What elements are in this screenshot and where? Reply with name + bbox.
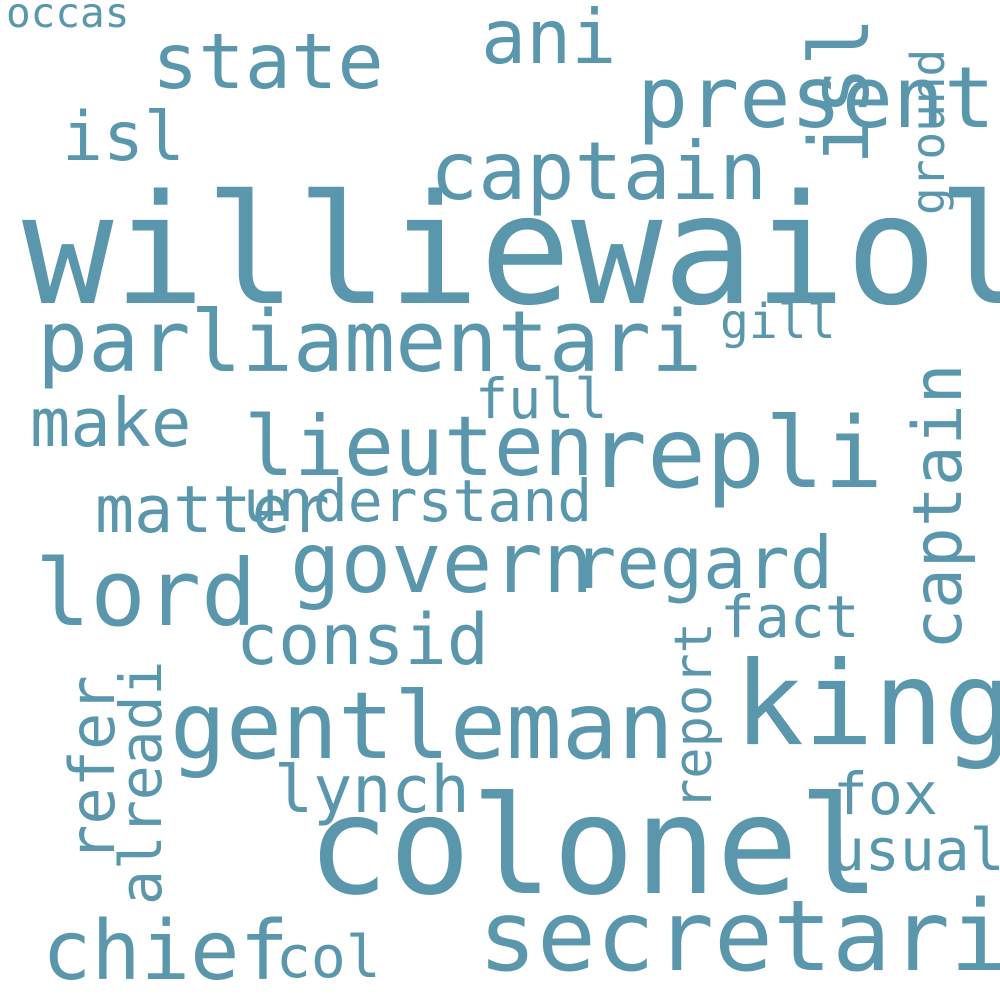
word-colonel: colonel bbox=[307, 768, 881, 926]
word-king: king bbox=[734, 637, 1000, 772]
word-fact: lynch bbox=[274, 753, 470, 828]
word-usual: fact bbox=[720, 583, 860, 651]
word-ani: present bbox=[637, 49, 996, 148]
word-williewaiola: williewaiola bbox=[22, 162, 1000, 339]
word-matter: understand bbox=[243, 467, 593, 535]
word-repli: repli bbox=[588, 397, 884, 511]
word-col: matter bbox=[95, 473, 330, 548]
word-present: state bbox=[152, 18, 384, 107]
word-lord: lord bbox=[35, 540, 257, 647]
word-regard: isl bbox=[62, 98, 185, 177]
word-secretari: secretari bbox=[478, 880, 1000, 994]
word-state: captain bbox=[430, 125, 768, 218]
word-gentleman: gentleman bbox=[170, 672, 674, 780]
word-permit: gill bbox=[720, 294, 836, 350]
word-fox: col bbox=[276, 923, 381, 991]
word-lieuten: lieuten bbox=[244, 398, 594, 495]
word-parliamentari: parliamentari bbox=[37, 293, 703, 392]
word-understand: consid bbox=[236, 599, 489, 681]
word-occas: occas bbox=[6, 0, 130, 37]
word-consid: ani bbox=[481, 0, 617, 81]
word-lieut: full bbox=[475, 367, 608, 431]
word-govern: govern bbox=[290, 514, 594, 612]
word-gill: usual bbox=[830, 816, 1000, 884]
word-lynch: make bbox=[30, 384, 192, 462]
word-chief: chief bbox=[42, 904, 289, 999]
word-make: regard bbox=[573, 521, 834, 605]
word-full: fox bbox=[833, 760, 938, 828]
